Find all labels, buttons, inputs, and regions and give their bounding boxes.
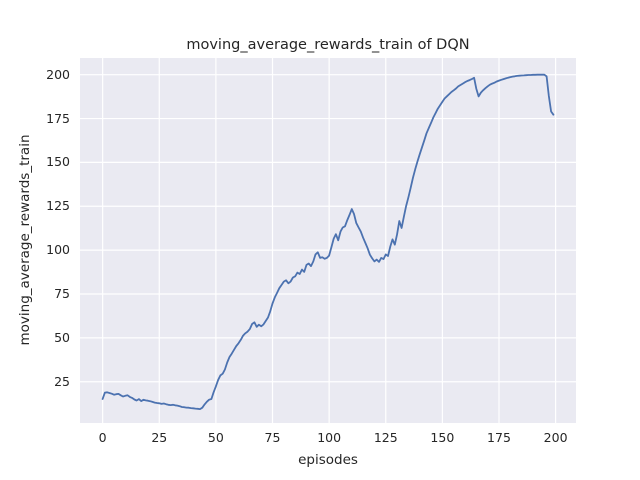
- y-tick-label: 100: [46, 242, 70, 258]
- x-tick-label: 200: [543, 430, 568, 445]
- x-axis-label: episodes: [298, 452, 358, 468]
- x-tick-label: 150: [430, 430, 455, 445]
- x-tick-label: 175: [487, 430, 511, 445]
- y-tick-label: 150: [46, 154, 70, 170]
- x-tick-label: 100: [317, 430, 342, 445]
- y-tick-label: 75: [54, 286, 70, 302]
- x-tick-label: 25: [151, 430, 168, 445]
- plot-area: [80, 58, 576, 423]
- y-tick-label: 175: [46, 110, 70, 126]
- y-tick-label: 125: [46, 198, 70, 214]
- y-tick-label: 200: [46, 66, 70, 82]
- x-tick-label: 75: [264, 430, 281, 445]
- x-tick-label: 0: [98, 430, 107, 445]
- chart-title: moving_average_rewards_train of DQN: [186, 37, 470, 53]
- x-tick-label: 125: [373, 430, 398, 445]
- grid: [80, 58, 576, 423]
- reward-line: [101, 73, 555, 410]
- y-tick-label: 25: [54, 373, 70, 389]
- x-tick-label: 50: [207, 430, 224, 445]
- y-tick-label: 50: [54, 329, 70, 345]
